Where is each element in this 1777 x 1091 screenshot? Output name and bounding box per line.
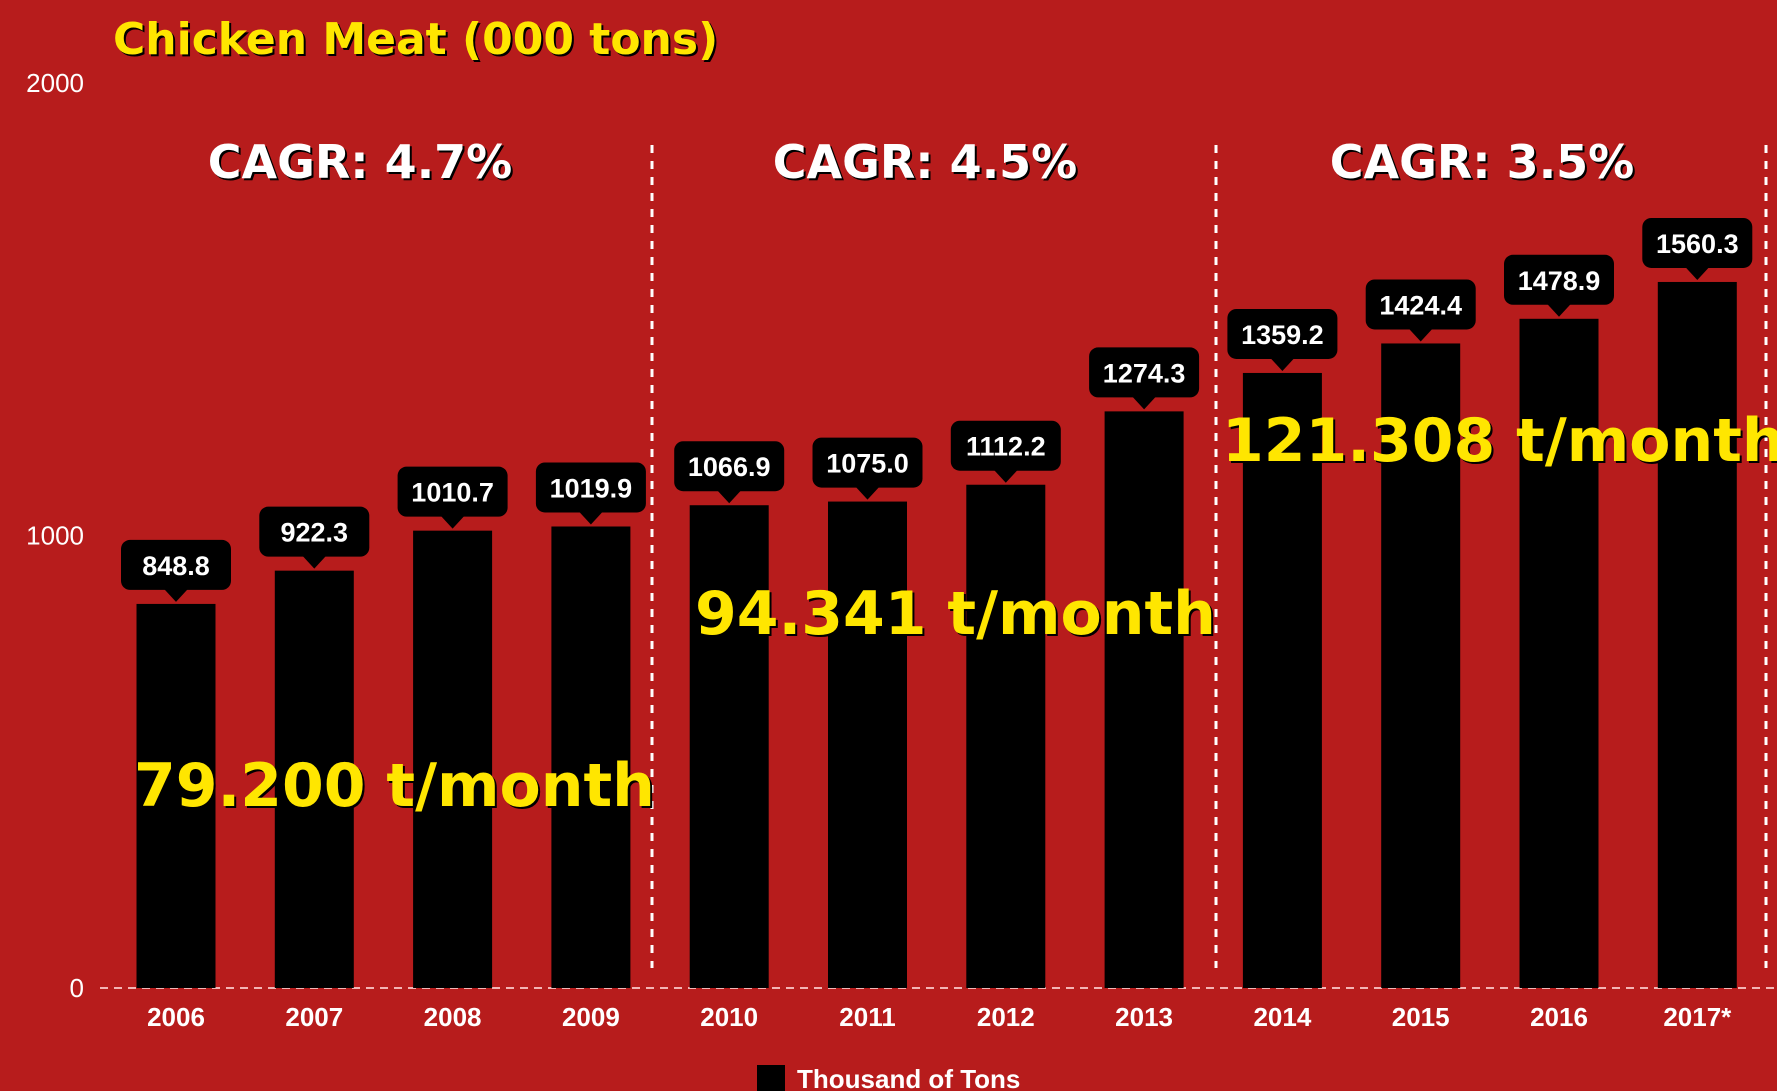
value-label: 1274.3 [1103,358,1186,388]
x-tick-label: 2007 [285,1002,343,1032]
callout-pointer [993,469,1018,483]
callout-box [121,539,231,590]
callout-pointer [302,555,327,569]
legend-label: Thousand of Tons [797,1064,1020,1091]
value-label: 1019.9 [550,473,633,503]
x-tick-label: 2017* [1663,1002,1732,1032]
bar [551,526,631,988]
callout-box [397,466,508,517]
value-label: 1075.0 [826,449,909,479]
value-label: 922.3 [281,518,349,548]
bar [274,570,354,988]
value-label: 1359.2 [1241,320,1324,350]
bar [966,484,1046,988]
callout-pointer [440,515,465,529]
value-label: 848.8 [142,551,210,581]
annotation: 121.308 t/month [1222,406,1777,476]
callout-box [535,462,646,513]
value-label: 1066.9 [688,452,771,482]
callout-box [812,437,923,488]
y-tick-label: 1000 [26,521,84,551]
callout-pointer [164,588,188,602]
x-tick-label: 2016 [1530,1002,1588,1032]
callout-box [1089,347,1200,398]
value-label: 1424.4 [1379,290,1462,320]
x-tick-label: 2010 [700,1002,758,1032]
callout-pointer [1547,303,1571,317]
value-label: 1010.7 [411,478,494,508]
x-tick-label: 2015 [1392,1002,1450,1032]
bar [136,603,216,988]
bar [828,501,907,988]
value-label: 1478.9 [1518,266,1601,296]
bar [1519,318,1599,989]
bar [1657,281,1737,989]
bar [689,505,769,988]
y-tick-label: 0 [70,973,84,1003]
callout-box [950,420,1061,471]
x-tick-label: 2012 [977,1002,1035,1032]
x-tick-label: 2014 [1253,1002,1311,1032]
callout-pointer [578,511,603,525]
callout-box [1504,254,1614,305]
callout-box [1642,217,1753,268]
annotation: CAGR: 3.5% [1330,135,1635,189]
callout-pointer [1685,266,1710,280]
annotation: CAGR: 4.7% [208,135,513,189]
bar [1104,411,1184,988]
x-tick-label: 2009 [562,1002,620,1032]
callout-box [259,506,370,557]
y-tick-label: 2000 [26,68,84,98]
callout-box [1365,279,1476,330]
callout-pointer [855,486,880,500]
value-label: 1112.2 [966,432,1046,462]
legend-swatch [757,1065,785,1091]
annotation: CAGR: 4.5% [773,135,1078,189]
callout-pointer [1408,328,1433,342]
annotation: 94.341 t/month [695,579,1216,649]
chart-title: Chicken Meat (000 tons) [113,14,718,65]
x-tick-label: 2006 [147,1002,205,1032]
bar [413,530,493,988]
callout-pointer [1132,396,1157,410]
callout-box [674,441,785,492]
callout-pointer [717,490,742,504]
bar [1242,372,1322,988]
x-tick-label: 2011 [839,1002,895,1032]
bar [1381,343,1461,989]
callout-pointer [1270,357,1295,371]
x-tick-label: 2008 [424,1002,482,1032]
annotation: 79.200 t/month [134,751,655,821]
value-label: 1560.3 [1656,229,1739,259]
x-tick-label: 2013 [1115,1002,1173,1032]
callout-box [1227,308,1338,359]
